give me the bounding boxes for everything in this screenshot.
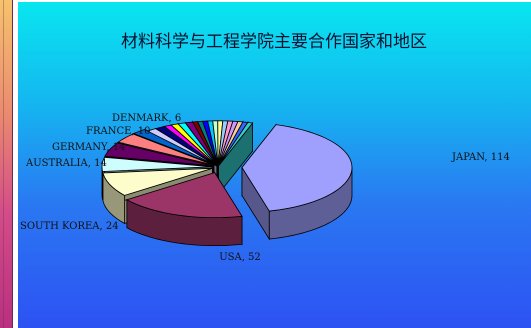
pie-slice-minor-24: [218, 122, 254, 167]
pie-slice-australia: [101, 156, 213, 172]
slide-left-strip: [0, 0, 13, 328]
data-label-usa: USA, 52: [219, 252, 261, 263]
pie-tops: [101, 120, 353, 219]
chart-panel: 材料科学与工程学院主要合作国家和地区 JAPAN, 114 USA, 52 SOUT…: [18, 2, 531, 328]
data-label-germany: GERMANY, 14: [52, 142, 125, 153]
pie-slice-minor-8: [154, 126, 218, 167]
pie-slice-japan: [241, 124, 353, 212]
data-label-south-korea: SOUTH KOREA, 24: [20, 221, 119, 232]
pie-slice-minor-9: [163, 124, 218, 167]
pie-chart: 材料科学与工程学院主要合作国家和地区 JAPAN, 114 USA, 52 SOUT…: [20, 32, 510, 263]
pie-slice-minor-10: [170, 123, 218, 167]
pie-labels: JAPAN, 114 USA, 52 SOUTH KOREA, 24 AUSTRALI…: [20, 113, 510, 263]
pie-slice-minor-7: [146, 128, 218, 167]
chart-title: 材料科学与工程学院主要合作国家和地区: [121, 32, 427, 52]
data-label-australia: AUSTRALIA, 14: [25, 158, 107, 169]
pie-slice-south-korea: [102, 167, 213, 196]
pie-slice-france: [117, 133, 214, 166]
data-label-japan: JAPAN, 114: [451, 152, 510, 163]
pie-slice-minor-11: [177, 122, 218, 167]
pie-slice-minor-12: [184, 121, 218, 167]
pie-slice-denmark: [132, 128, 215, 165]
data-label-denmark: DENMARK, 6: [112, 113, 181, 124]
pie-slice-germany: [104, 142, 213, 167]
pie-slice-usa: [125, 172, 243, 219]
data-label-france: FRANCE, 10: [86, 126, 150, 137]
